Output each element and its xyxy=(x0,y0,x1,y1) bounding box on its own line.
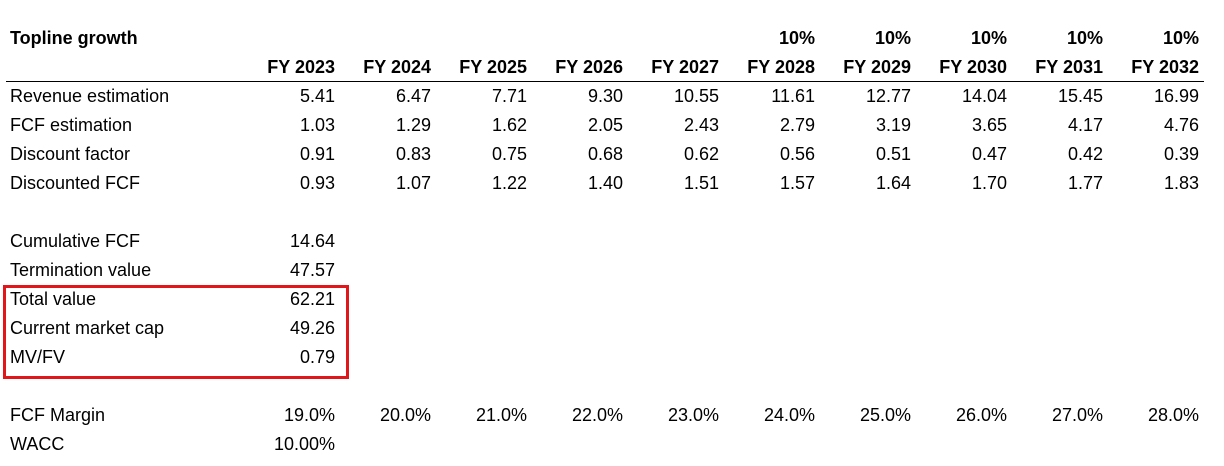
fcf-margin-cell[interactable]: 25.0% xyxy=(859,405,911,425)
table-cell[interactable]: 11.61 xyxy=(771,86,815,106)
year-header[interactable]: FY 2025 xyxy=(459,57,527,77)
table-cell[interactable]: 1.83 xyxy=(1163,173,1199,193)
year-header[interactable]: FY 2026 xyxy=(555,57,623,77)
wacc-value[interactable]: 10.00% xyxy=(273,434,335,454)
table-cell[interactable]: 1.57 xyxy=(779,173,815,193)
table-cell[interactable]: 9.30 xyxy=(587,86,623,106)
table-cell[interactable]: 3.65 xyxy=(971,115,1007,135)
growth-rate-cell[interactable]: 10% xyxy=(970,28,1007,48)
year-header[interactable]: FY 2024 xyxy=(363,57,431,77)
table-cell[interactable]: 0.75 xyxy=(491,144,527,164)
fcf-margin-cell[interactable]: 26.0% xyxy=(955,405,1007,425)
row-label: FCF estimation xyxy=(10,115,133,135)
year-header[interactable]: FY 2030 xyxy=(939,57,1007,77)
table-cell[interactable]: 0.83 xyxy=(395,144,431,164)
table-cell[interactable]: 6.47 xyxy=(395,86,431,106)
row-label: Discount factor xyxy=(10,144,131,164)
table-cell[interactable]: 1.29 xyxy=(395,115,431,135)
table-cell[interactable]: 1.62 xyxy=(491,115,527,135)
growth-rate-cell[interactable]: 10% xyxy=(1162,28,1199,48)
fcf-margin-label: FCF Margin xyxy=(10,405,106,425)
year-header[interactable]: FY 2032 xyxy=(1131,57,1199,77)
table-cell[interactable]: 14.04 xyxy=(961,86,1007,106)
summary-value[interactable]: 62.21 xyxy=(289,289,335,309)
table-cell[interactable]: 4.17 xyxy=(1067,115,1103,135)
fcf-margin-cell[interactable]: 19.0% xyxy=(283,405,335,425)
table-cell[interactable]: 1.70 xyxy=(971,173,1007,193)
year-header[interactable]: FY 2028 xyxy=(747,57,815,77)
table-cell[interactable]: 0.47 xyxy=(971,144,1007,164)
table-cell[interactable]: 0.42 xyxy=(1067,144,1103,164)
growth-rate-cell[interactable]: 10% xyxy=(874,28,911,48)
fcf-margin-cell[interactable]: 24.0% xyxy=(763,405,815,425)
summary-value[interactable]: 0.79 xyxy=(299,347,335,367)
table-cell[interactable]: 16.99 xyxy=(1153,86,1199,106)
fcf-margin-cell[interactable]: 27.0% xyxy=(1051,405,1103,425)
table-cell[interactable]: 10.55 xyxy=(673,86,719,106)
summary-value[interactable]: 49.26 xyxy=(289,318,335,338)
table-cell[interactable]: 1.51 xyxy=(683,173,719,193)
fcf-margin-cell[interactable]: 23.0% xyxy=(667,405,719,425)
table-cell[interactable]: 12.77 xyxy=(865,86,911,106)
table-cell[interactable]: 2.79 xyxy=(779,115,815,135)
table-cell[interactable]: 0.51 xyxy=(875,144,911,164)
growth-rate-cell[interactable]: 10% xyxy=(1066,28,1103,48)
summary-value[interactable]: 14.64 xyxy=(289,231,335,251)
table-cell[interactable]: 5.41 xyxy=(299,86,335,106)
summary-label: Current market cap xyxy=(10,318,165,338)
year-header[interactable]: FY 2029 xyxy=(843,57,911,77)
year-header[interactable]: FY 2027 xyxy=(651,57,719,77)
table-cell[interactable]: 4.76 xyxy=(1163,115,1199,135)
fcf-margin-cell[interactable]: 22.0% xyxy=(571,405,623,425)
fcf-margin-cell[interactable]: 20.0% xyxy=(379,405,431,425)
table-cell[interactable]: 0.56 xyxy=(779,144,815,164)
table-cell[interactable]: 1.64 xyxy=(875,173,911,193)
row-label: Revenue estimation xyxy=(10,86,170,106)
table-cell[interactable]: 15.45 xyxy=(1057,86,1103,106)
table-cell[interactable]: 0.39 xyxy=(1163,144,1199,164)
table-cell[interactable]: 0.93 xyxy=(299,173,335,193)
fcf-margin-cell[interactable]: 28.0% xyxy=(1147,405,1199,425)
summary-label: MV/FV xyxy=(10,347,66,367)
summary-label: Termination value xyxy=(10,260,152,280)
table-cell[interactable]: 3.19 xyxy=(875,115,911,135)
table-cell[interactable]: 0.68 xyxy=(587,144,623,164)
table-cell[interactable]: 1.40 xyxy=(587,173,623,193)
highlight-box xyxy=(3,285,349,379)
table-cell[interactable]: 1.77 xyxy=(1067,173,1103,193)
table-cell[interactable]: 1.03 xyxy=(299,115,335,135)
year-header[interactable]: FY 2031 xyxy=(1035,57,1103,77)
table-cell[interactable]: 2.05 xyxy=(587,115,623,135)
row-label: Discounted FCF xyxy=(10,173,141,193)
table-cell[interactable]: 0.91 xyxy=(299,144,335,164)
table-title: Topline growth xyxy=(10,28,138,48)
table-cell[interactable]: 7.71 xyxy=(491,86,527,106)
summary-label: Cumulative FCF xyxy=(10,231,141,251)
wacc-label: WACC xyxy=(10,434,65,454)
table-cell[interactable]: 1.22 xyxy=(491,173,527,193)
table-cell[interactable]: 0.62 xyxy=(683,144,719,164)
summary-label: Total value xyxy=(10,289,97,309)
summary-value[interactable]: 47.57 xyxy=(289,260,335,280)
table-cell[interactable]: 1.07 xyxy=(395,173,431,193)
header-underline xyxy=(6,81,1204,82)
growth-rate-cell[interactable]: 10% xyxy=(778,28,815,48)
year-header[interactable]: FY 2023 xyxy=(267,57,335,77)
fcf-margin-cell[interactable]: 21.0% xyxy=(475,405,527,425)
table-cell[interactable]: 2.43 xyxy=(683,115,719,135)
